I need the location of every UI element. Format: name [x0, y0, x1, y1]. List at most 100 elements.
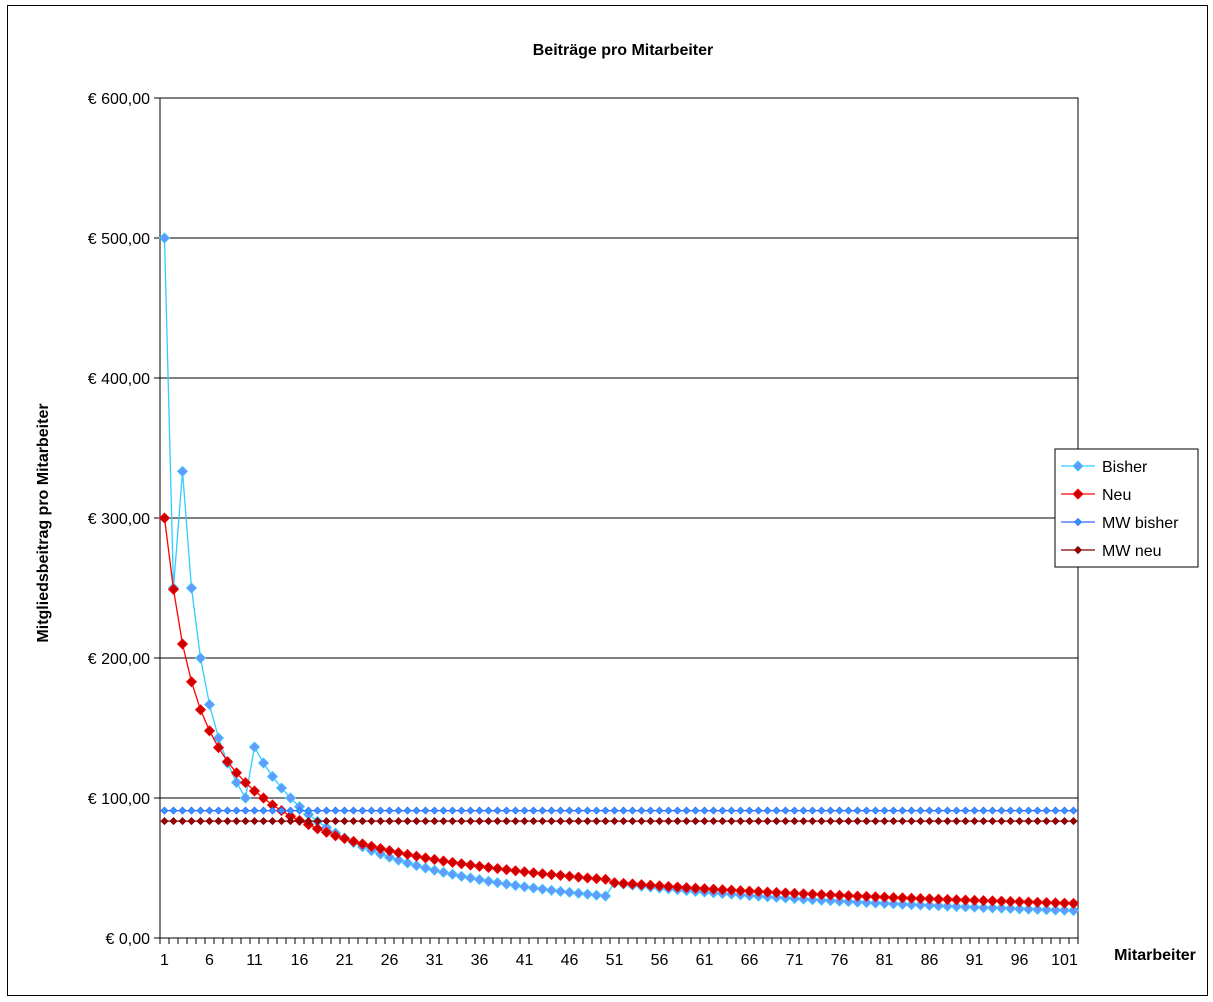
data-point: [187, 806, 196, 815]
data-point: [772, 817, 781, 826]
chart-area-border: [7, 5, 1208, 996]
data-point: [662, 880, 675, 893]
data-point: [799, 806, 808, 815]
data-point: [340, 817, 349, 826]
data-point: [268, 817, 277, 826]
data-point: [680, 882, 693, 894]
data-point: [160, 817, 169, 826]
legend-marker: [1073, 545, 1083, 555]
data-point: [401, 857, 414, 869]
data-point: [682, 806, 691, 815]
data-point: [178, 817, 187, 826]
data-point: [340, 806, 349, 815]
data-point: [475, 806, 484, 815]
data-point: [734, 885, 747, 897]
data-point: [781, 806, 790, 815]
data-point: [709, 806, 718, 815]
data-point: [1013, 896, 1026, 908]
data-point: [959, 894, 972, 906]
data-point: [412, 806, 421, 815]
data-point: [304, 806, 313, 815]
data-point: [322, 817, 331, 826]
x-axis-title: Mitarbeiter: [1114, 947, 1196, 964]
x-tick-label: 71: [786, 952, 804, 969]
data-point: [887, 898, 900, 910]
data-point: [770, 886, 783, 899]
data-point: [788, 887, 801, 899]
data-point: [509, 865, 522, 877]
data-point: [851, 896, 864, 908]
data-point: [689, 882, 702, 894]
legend-item: Neu: [1061, 487, 1131, 504]
data-point: [349, 806, 358, 815]
data-point: [673, 817, 682, 826]
data-point: [617, 877, 630, 889]
data-point: [871, 817, 880, 826]
data-point: [1049, 897, 1062, 909]
data-point: [1051, 806, 1060, 815]
data-point: [898, 806, 907, 815]
data-point: [196, 817, 205, 826]
data-point: [925, 806, 934, 815]
data-point: [178, 806, 187, 815]
data-point: [1015, 806, 1024, 815]
data-point: [160, 806, 169, 815]
data-point: [707, 883, 720, 895]
data-point: [790, 806, 799, 815]
data-point: [817, 806, 826, 815]
data-point: [565, 817, 574, 826]
data-point: [158, 512, 171, 524]
data-point: [826, 806, 835, 815]
y-tick-label: € 500,00: [88, 231, 150, 248]
data-point: [644, 879, 657, 891]
data-point: [806, 888, 819, 900]
data-point: [959, 901, 972, 913]
data-point: [545, 869, 558, 881]
data-point: [230, 767, 243, 779]
data-point: [446, 868, 459, 880]
data-point: [518, 881, 531, 893]
x-tick-label: 96: [1011, 952, 1029, 969]
data-point: [961, 817, 970, 826]
data-point: [313, 817, 322, 826]
data-point: [554, 869, 567, 881]
x-tick-label: 76: [831, 952, 849, 969]
data-point: [547, 817, 556, 826]
data-point: [394, 806, 403, 815]
data-point: [608, 877, 621, 889]
data-point: [385, 806, 394, 815]
data-point: [664, 817, 673, 826]
data-point: [241, 817, 250, 826]
data-point: [932, 893, 945, 905]
data-point: [365, 840, 378, 852]
data-point: [826, 817, 835, 826]
data-point: [167, 583, 180, 595]
data-point: [428, 864, 441, 876]
data-point: [457, 817, 466, 826]
data-point: [394, 817, 403, 826]
data-point: [671, 881, 684, 893]
data-point: [923, 899, 936, 911]
data-point: [1024, 806, 1033, 815]
legend-label: Bisher: [1102, 459, 1148, 476]
x-tick-label: 46: [561, 952, 579, 969]
data-point: [203, 699, 216, 711]
data-point: [797, 888, 810, 900]
data-point: [455, 870, 468, 882]
legend-label: MW bisher: [1102, 515, 1179, 532]
data-point: [176, 465, 189, 477]
data-point: [392, 847, 405, 859]
data-point: [997, 806, 1006, 815]
data-point: [185, 676, 198, 688]
data-point: [1006, 817, 1015, 826]
data-point: [536, 868, 549, 880]
data-point: [626, 878, 639, 890]
data-point: [653, 880, 666, 892]
data-point: [455, 858, 468, 870]
data-point: [176, 638, 189, 650]
data-point: [556, 806, 565, 815]
data-point: [473, 860, 486, 872]
data-point: [1004, 895, 1017, 908]
data-point: [1049, 904, 1062, 916]
data-point: [835, 806, 844, 815]
